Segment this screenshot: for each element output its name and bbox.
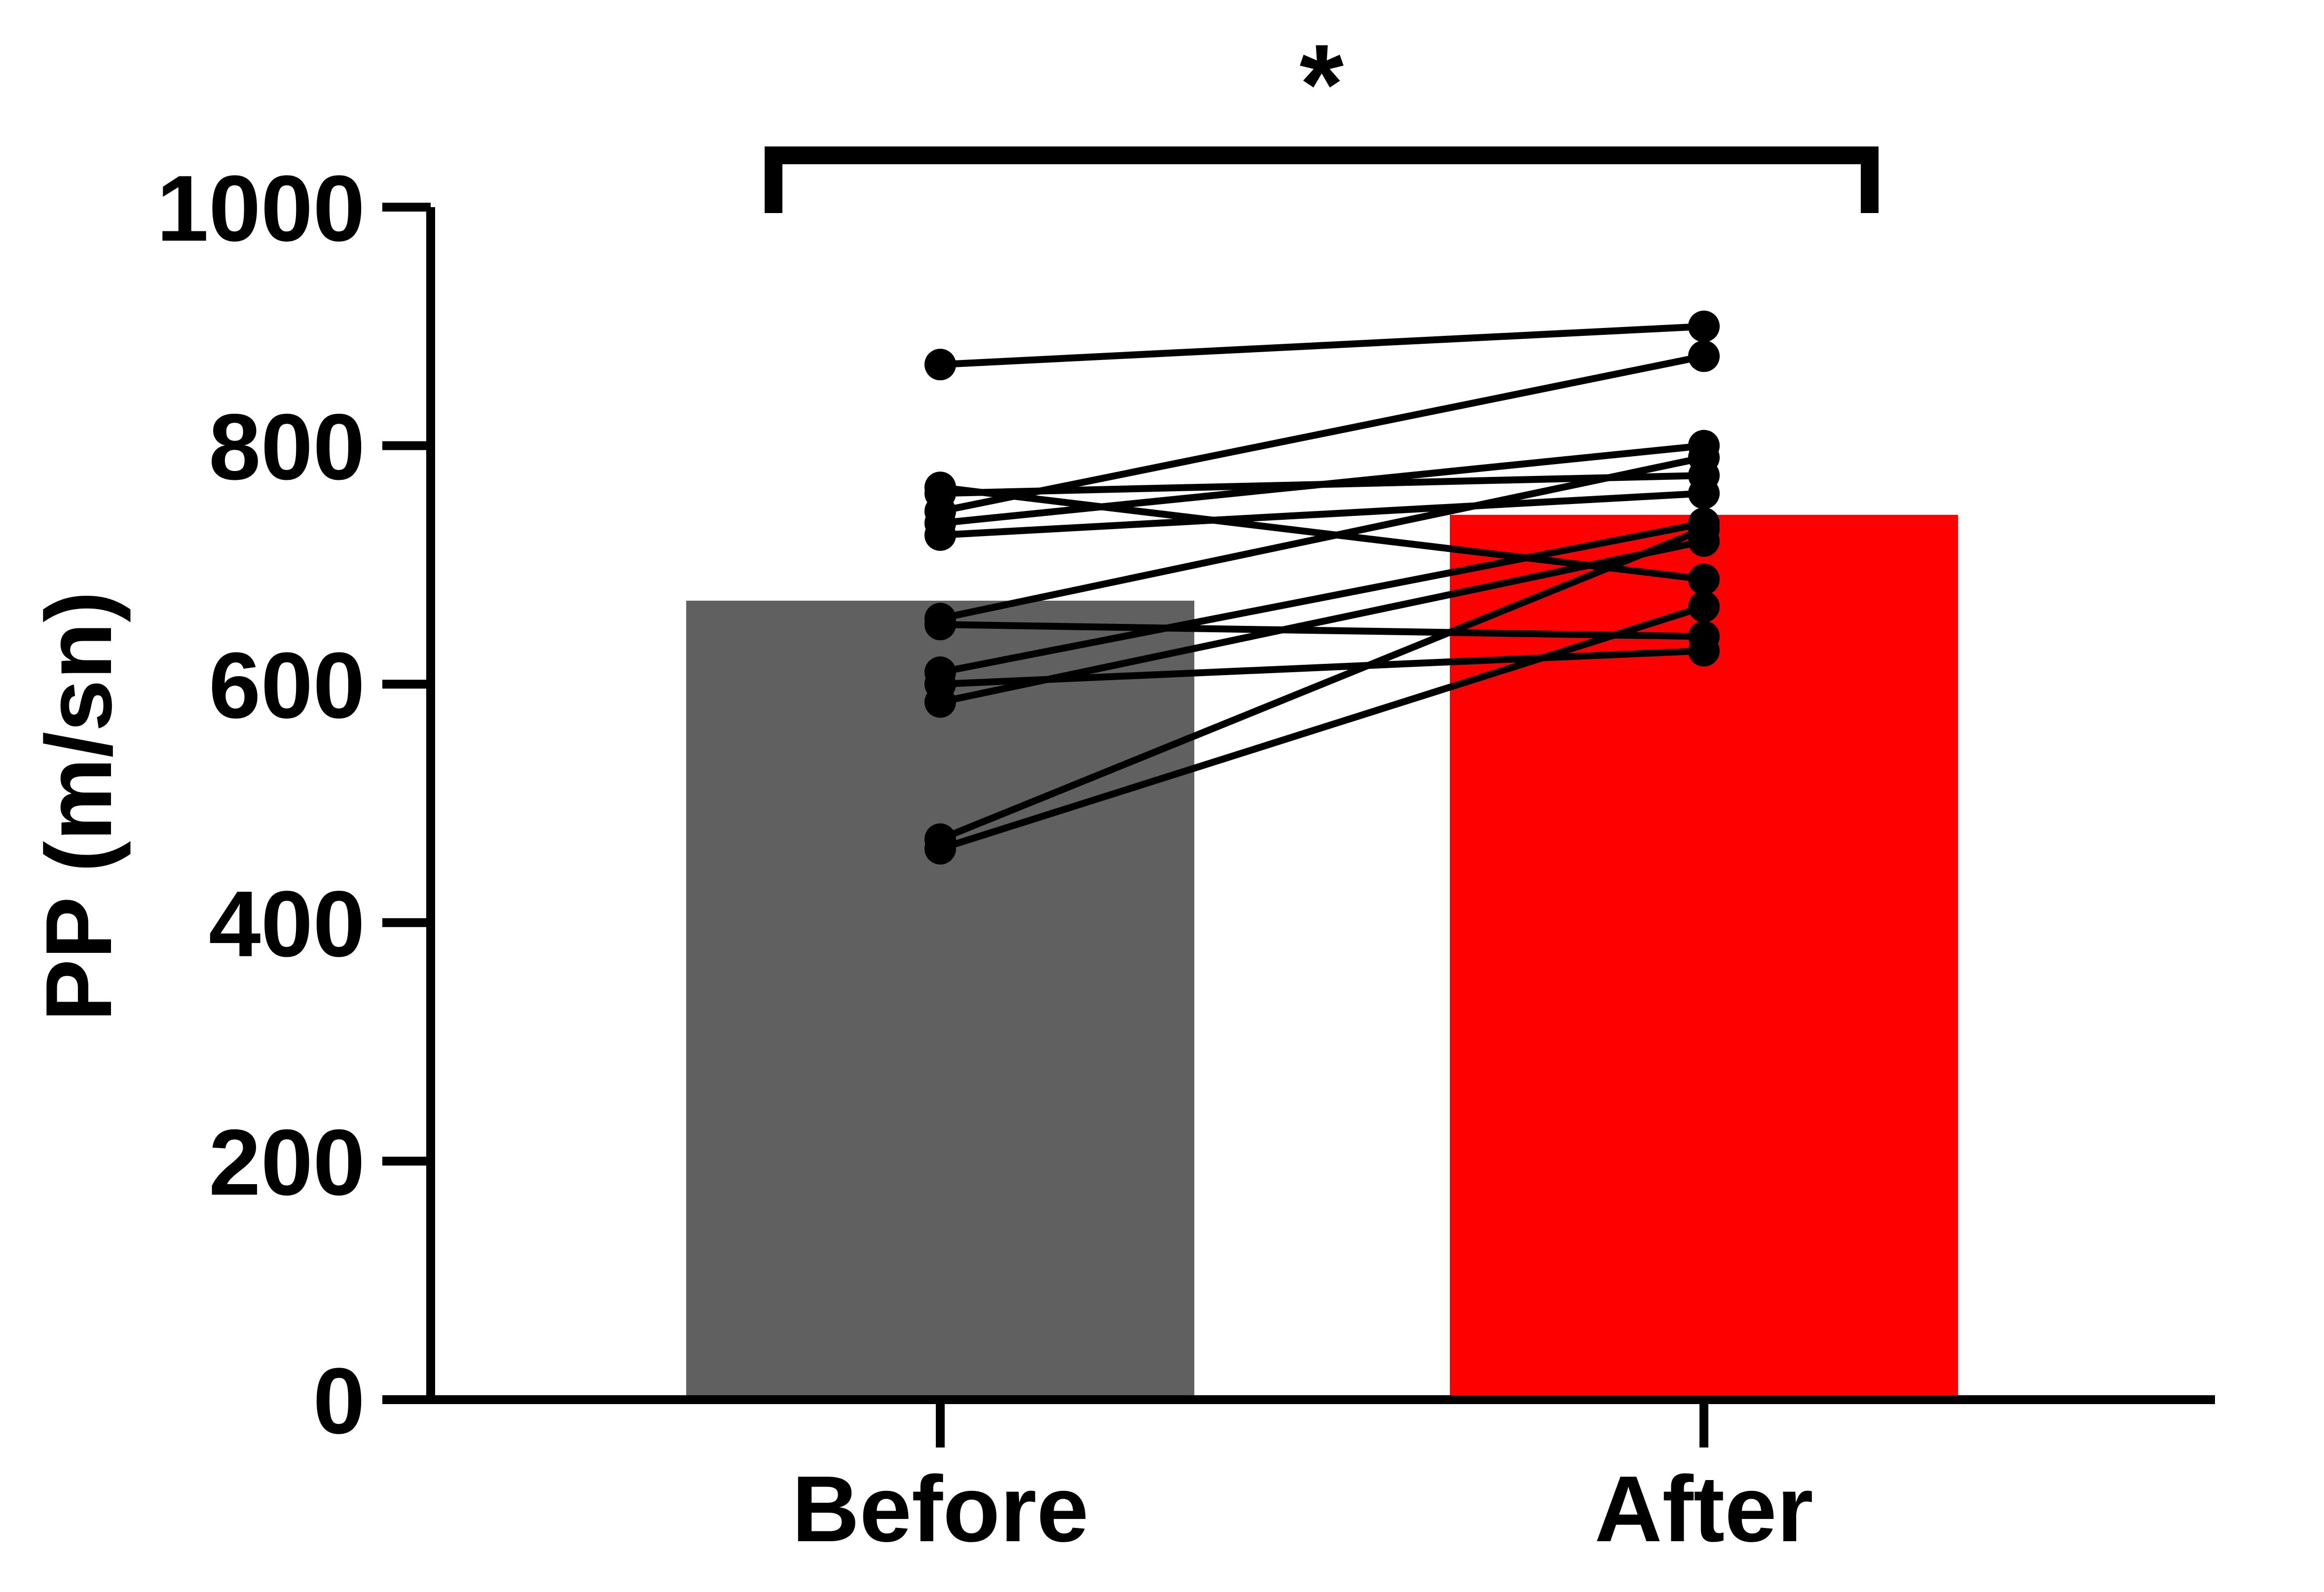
significance-bracket bbox=[765, 146, 1879, 213]
point-after-5 bbox=[1688, 477, 1720, 509]
paired-line-5 bbox=[937, 490, 1707, 539]
paired-line-2 bbox=[937, 353, 1707, 515]
x-tick-label-before: Before bbox=[792, 1457, 1089, 1561]
y-tick-label-600: 600 bbox=[209, 633, 365, 738]
paired-line-8 bbox=[937, 621, 1707, 640]
point-after-2 bbox=[1688, 340, 1720, 372]
bar-before bbox=[686, 600, 1194, 1400]
paired-line-1 bbox=[937, 323, 1707, 368]
paired-line-12 bbox=[937, 525, 1707, 843]
point-before-11 bbox=[924, 686, 956, 718]
point-before-4 bbox=[924, 477, 956, 509]
point-after-12 bbox=[1688, 513, 1720, 545]
significance-layer: * bbox=[765, 21, 1879, 213]
paired-line-7 bbox=[937, 454, 1707, 622]
significance-label: * bbox=[1299, 21, 1344, 147]
point-after-13 bbox=[1688, 591, 1720, 623]
axes-layer: 0 200 400 600 800 1000 Before After bbox=[156, 156, 2215, 1561]
point-before-1 bbox=[924, 349, 956, 381]
paired-line-9 bbox=[937, 519, 1707, 676]
y-tick-label-1000: 1000 bbox=[156, 156, 365, 261]
point-after-10 bbox=[1688, 635, 1720, 667]
paired-line-13 bbox=[937, 603, 1707, 852]
point-after-7 bbox=[1688, 441, 1720, 473]
paired-line-6 bbox=[937, 442, 1707, 527]
paired-line-11 bbox=[937, 538, 1707, 706]
y-axis-title: PP (m/sn) bbox=[27, 591, 131, 1022]
y-tick-label-800: 800 bbox=[209, 395, 365, 500]
y-tick-label-400: 400 bbox=[209, 872, 365, 977]
bars-layer bbox=[686, 514, 1958, 1400]
paired-line-3 bbox=[937, 484, 1707, 583]
point-before-13 bbox=[924, 832, 956, 865]
y-tick-label-200: 200 bbox=[209, 1110, 365, 1215]
point-before-8 bbox=[924, 609, 956, 641]
point-after-1 bbox=[1688, 310, 1720, 342]
paired-lines-layer bbox=[924, 310, 1720, 865]
x-tick-label-after: After bbox=[1594, 1457, 1813, 1561]
point-after-3 bbox=[1688, 563, 1720, 595]
y-tick-label-0: 0 bbox=[313, 1349, 365, 1453]
point-before-6 bbox=[924, 507, 956, 539]
